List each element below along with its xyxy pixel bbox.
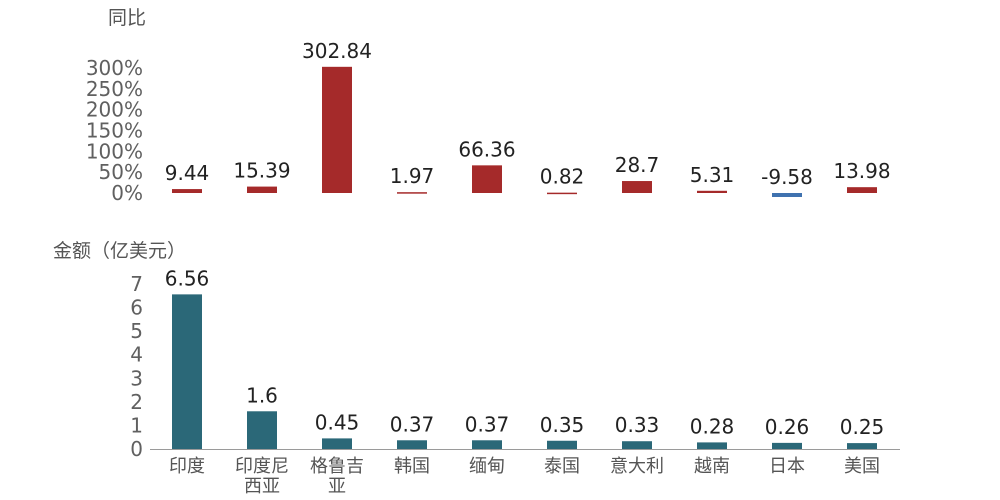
yoy-bar bbox=[472, 165, 502, 193]
yoy-value-label: 302.84 bbox=[302, 39, 372, 63]
amount-y-tick: 3 bbox=[130, 366, 143, 390]
amount-y-tick: 1 bbox=[130, 413, 143, 437]
amount-bar bbox=[697, 442, 727, 449]
yoy-bar bbox=[397, 192, 427, 194]
yoy-bar bbox=[172, 189, 202, 193]
yoy-value-label: 0.82 bbox=[540, 165, 585, 189]
yoy-y-tick: 150% bbox=[86, 119, 143, 143]
category-label: 印度 bbox=[169, 456, 205, 477]
amount-bar bbox=[172, 294, 202, 449]
amount-value-label: 0.45 bbox=[315, 410, 360, 434]
amount-value-label: 1.6 bbox=[246, 383, 278, 407]
yoy-axis-title: 同比 bbox=[108, 7, 147, 29]
amount-bar bbox=[622, 441, 652, 449]
yoy-y-tick: 300% bbox=[86, 56, 143, 80]
yoy-value-label: 28.7 bbox=[615, 153, 660, 177]
amount-value-label: 6.56 bbox=[165, 266, 210, 290]
yoy-bar bbox=[622, 181, 652, 193]
yoy-bar bbox=[547, 192, 577, 195]
yoy-value-label: 15.39 bbox=[233, 159, 290, 183]
yoy-y-tick: 100% bbox=[86, 139, 143, 163]
amount-value-label: 0.25 bbox=[840, 415, 885, 439]
yoy-value-label: 1.97 bbox=[390, 164, 435, 188]
yoy-value-label: 13.98 bbox=[833, 159, 890, 183]
amount-value-label: 0.26 bbox=[765, 415, 810, 439]
amount-value-label: 0.37 bbox=[465, 412, 510, 436]
amount-bar bbox=[547, 440, 577, 449]
yoy-bar bbox=[322, 66, 352, 193]
category-label: 韩国 bbox=[394, 456, 430, 477]
category-label: 西亚 bbox=[244, 476, 280, 497]
yoy-y-tick: 50% bbox=[99, 160, 143, 184]
amount-y-tick: 5 bbox=[130, 319, 143, 343]
category-label: 格鲁吉 bbox=[310, 456, 364, 477]
amount-bar bbox=[847, 443, 877, 449]
yoy-y-tick: 0% bbox=[111, 181, 143, 205]
amount-bar bbox=[397, 440, 427, 449]
yoy-value-label: 66.36 bbox=[458, 137, 515, 161]
yoy-bar bbox=[697, 190, 727, 193]
amount-y-tick: 2 bbox=[130, 390, 143, 414]
category-label: 越南 bbox=[694, 456, 730, 477]
category-label: 印度尼 bbox=[235, 456, 289, 477]
category-label: 日本 bbox=[769, 456, 805, 477]
category-label: 意大利 bbox=[610, 456, 664, 477]
amount-axis-title: 金额（亿美元） bbox=[53, 240, 187, 262]
yoy-bar bbox=[772, 193, 802, 197]
amount-bar bbox=[247, 411, 277, 449]
amount-value-label: 0.33 bbox=[615, 413, 660, 437]
amount-y-tick: 4 bbox=[130, 343, 143, 367]
yoy-value-label: 9.44 bbox=[165, 161, 210, 185]
yoy-bar bbox=[847, 187, 877, 193]
amount-value-label: 0.37 bbox=[390, 412, 435, 436]
amount-bar bbox=[772, 442, 802, 449]
yoy-value-label: 5.31 bbox=[690, 163, 735, 187]
yoy-y-tick: 200% bbox=[86, 98, 143, 122]
category-label: 亚 bbox=[328, 476, 346, 497]
category-label: 泰国 bbox=[544, 456, 580, 477]
category-label: 缅甸 bbox=[469, 456, 505, 477]
amount-value-label: 0.28 bbox=[690, 414, 735, 438]
amount-y-tick: 0 bbox=[130, 437, 143, 461]
amount-bar bbox=[322, 438, 352, 449]
yoy-bar bbox=[247, 186, 277, 193]
yoy-value-label: -9.58 bbox=[761, 165, 813, 189]
amount-value-label: 0.35 bbox=[540, 413, 585, 437]
amount-y-tick: 6 bbox=[130, 296, 143, 320]
category-label: 美国 bbox=[844, 456, 880, 477]
amount-y-tick: 7 bbox=[130, 272, 143, 296]
amount-bar bbox=[472, 440, 502, 449]
yoy-y-tick: 250% bbox=[86, 77, 143, 101]
